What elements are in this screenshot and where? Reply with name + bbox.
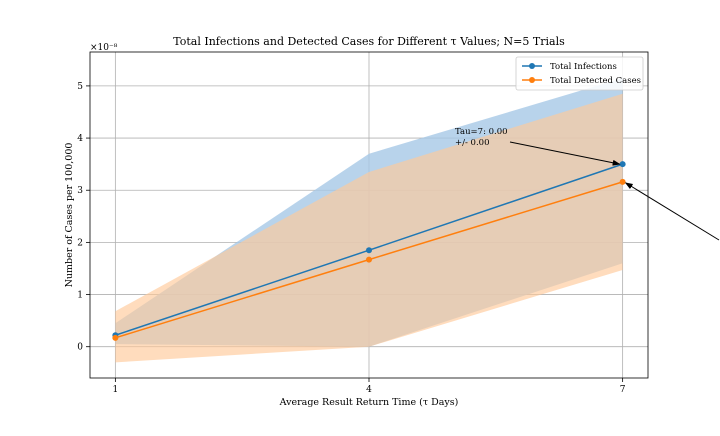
y-tick-label: 2	[77, 238, 83, 248]
annotation-text-line-2: +/- 0.00	[455, 138, 490, 148]
x-axis-title: Average Result Return Time (τ Days)	[279, 397, 459, 408]
legend-marker-total-detected-cases	[529, 77, 535, 83]
data-point-total-detected-cases	[619, 178, 626, 185]
annotation: Tau=7: 0.00+/- 0.00	[455, 127, 720, 241]
legend-label-total-infections: Total Infections	[550, 62, 617, 72]
data-point-total-infections	[619, 161, 626, 168]
legend-marker-total-infections	[529, 63, 535, 69]
data-point-total-detected-cases	[112, 334, 119, 341]
data-point-total-infections	[366, 247, 372, 254]
plot-frame	[89, 51, 649, 379]
y-tick-label: 5	[77, 82, 83, 92]
y-tick-label: 4	[77, 134, 83, 144]
x-tick-label: 1	[112, 385, 118, 395]
x-tick-label: 7	[620, 385, 626, 395]
legend: Total Infections Total Detected Cases	[515, 56, 644, 91]
data-point-total-detected-cases	[366, 256, 372, 263]
annotation-arrow-offscreen	[624, 182, 720, 241]
y-offset-label: ×10⁻⁸	[90, 43, 118, 53]
y-tick-label: 1	[77, 291, 83, 301]
confidence-band-total-detected-cases	[115, 93, 623, 363]
data-points	[112, 161, 626, 341]
x-tick-label: 4	[366, 385, 372, 395]
y-tick-label: 3	[77, 186, 83, 196]
y-axis-title: Number of Cases per 100,000	[64, 143, 75, 288]
chart-title: Total Infections and Detected Cases for …	[173, 35, 565, 48]
legend-box	[515, 56, 644, 91]
annotation-text-line-1: Tau=7: 0.00	[455, 127, 508, 137]
confidence-bands	[115, 78, 623, 363]
annotation-arrow	[509, 141, 621, 166]
y-tick-label: 0	[77, 343, 83, 353]
legend-label-total-detected-cases: Total Detected Cases	[550, 76, 641, 86]
